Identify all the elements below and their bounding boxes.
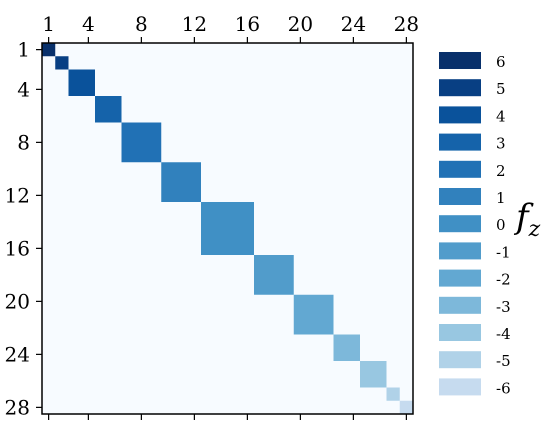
y-axis: 1 4 8 12 16 20 24 28 bbox=[5, 38, 42, 419]
legend-swatch bbox=[439, 160, 481, 178]
x-tick-label: 16 bbox=[235, 12, 260, 36]
legend-swatch bbox=[439, 188, 481, 205]
matrix-block-9 bbox=[333, 334, 360, 361]
y-tick-label: 16 bbox=[5, 236, 30, 260]
x-tick-label: 4 bbox=[82, 12, 95, 36]
x-tick-label: 12 bbox=[182, 12, 207, 36]
legend-swatch bbox=[439, 133, 481, 151]
matrix-block-0 bbox=[42, 43, 56, 57]
y-tick-label: 8 bbox=[17, 130, 30, 154]
legend-label: -6 bbox=[496, 379, 511, 397]
x-tick-label: 1 bbox=[42, 12, 55, 36]
legend-swatch bbox=[439, 79, 481, 97]
matrix-block-2 bbox=[68, 69, 95, 96]
legend-swatch bbox=[439, 269, 481, 287]
matrix-block-6 bbox=[201, 202, 254, 255]
y-tick-label: 12 bbox=[5, 183, 30, 207]
matrix-block-10 bbox=[360, 361, 387, 388]
x-tick-label: 24 bbox=[341, 12, 366, 36]
legend-swatch bbox=[439, 106, 481, 124]
x-tick-label: 20 bbox=[288, 12, 313, 36]
legend-swatch bbox=[439, 324, 481, 341]
matrix-block-3 bbox=[95, 96, 122, 123]
matrix-block-11 bbox=[386, 387, 400, 401]
matrix-block-5 bbox=[161, 162, 201, 202]
legend-swatch bbox=[439, 215, 481, 233]
legend-swatch bbox=[439, 296, 481, 314]
legend-swatch bbox=[439, 52, 481, 69]
y-tick-label: 28 bbox=[5, 395, 30, 419]
matrix-block-1 bbox=[55, 56, 69, 70]
y-tick-label: 20 bbox=[5, 289, 30, 313]
legend-label: 5 bbox=[496, 80, 506, 98]
x-axis: 1 4 8 12 16 20 24 28 bbox=[42, 12, 419, 420]
legend-label: -2 bbox=[496, 271, 511, 289]
legend-label: 6 bbox=[496, 53, 506, 71]
matrix-cells bbox=[42, 43, 413, 414]
legend-swatch bbox=[439, 378, 481, 396]
legend-label: 2 bbox=[496, 162, 506, 180]
legend-label: -5 bbox=[496, 352, 511, 370]
matrix-block-12 bbox=[399, 400, 413, 414]
matrix-block-8 bbox=[293, 294, 334, 335]
y-tick-label: 24 bbox=[5, 342, 30, 366]
legend-swatch bbox=[439, 351, 481, 369]
y-tick-label: 1 bbox=[17, 38, 30, 62]
matrix-block-7 bbox=[254, 255, 294, 295]
legend-label: 3 bbox=[496, 135, 506, 153]
legend-title: fz bbox=[513, 197, 541, 242]
x-tick-label: 28 bbox=[394, 12, 419, 36]
matrix-block-4 bbox=[121, 122, 162, 163]
legend-label: 0 bbox=[496, 216, 506, 234]
legend-label: 1 bbox=[496, 189, 506, 207]
x-tick-label: 8 bbox=[135, 12, 148, 36]
legend-label: 4 bbox=[496, 107, 506, 125]
legend-label: -3 bbox=[496, 298, 511, 316]
plot-frame bbox=[41, 42, 414, 415]
legend: 6 5 4 3 2 1 0 -1 -2 -3 -4 -5 -6 bbox=[439, 52, 511, 397]
legend-swatch bbox=[439, 242, 481, 260]
legend-label: -1 bbox=[496, 243, 511, 261]
y-tick-label: 4 bbox=[17, 77, 30, 101]
legend-label: -4 bbox=[496, 325, 511, 343]
